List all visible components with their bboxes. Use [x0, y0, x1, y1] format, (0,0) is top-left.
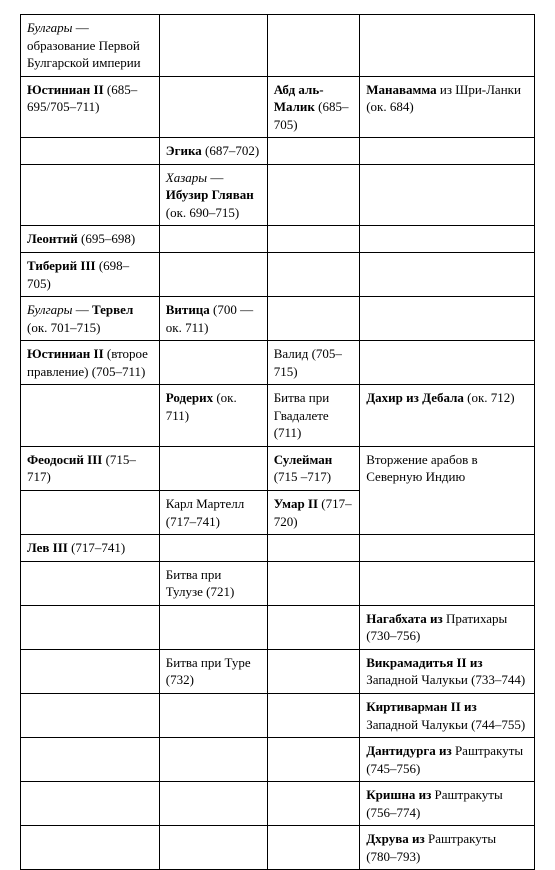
table-cell: Битва при Туре (732) — [159, 649, 267, 693]
table-cell: Дахир из Дебала (ок. 712) — [360, 385, 535, 447]
table-cell: Лев III (717–741) — [21, 535, 160, 562]
table-row: Булгары — образование Первой Булгарской … — [21, 15, 535, 77]
table-row: Битва при Тулузе (721) — [21, 561, 535, 605]
table-cell — [159, 253, 267, 297]
table-cell — [267, 782, 360, 826]
table-cell: Киртиварман II из Западной Чалукьи (744–… — [360, 693, 535, 737]
table-cell: Дхрува из Раштракуты (780–793) — [360, 826, 535, 870]
table-cell: Нагабхата из Пратихары (730–756) — [360, 605, 535, 649]
table-cell — [360, 253, 535, 297]
table-cell — [159, 226, 267, 253]
table-row: Родерих (ок. 711)Битва при Гвадалете (71… — [21, 385, 535, 447]
table-cell — [267, 138, 360, 165]
table-cell: Леонтий (695–698) — [21, 226, 160, 253]
table-cell — [159, 782, 267, 826]
table-cell: Юстиниан II (второе правление) (705–711) — [21, 341, 160, 385]
table-cell — [267, 15, 360, 77]
table-cell: Валид (705–715) — [267, 341, 360, 385]
table-row: Битва при Туре (732) Викрамадитья II из З… — [21, 649, 535, 693]
table-cell: Булгары — Тервел (ок. 701–715) — [21, 297, 160, 341]
table-row: Лев III (717–741) — [21, 535, 535, 562]
history-table: Булгары — образование Первой Булгарской … — [20, 14, 535, 870]
table-row: Леонтий (695–698) — [21, 226, 535, 253]
table-cell: Булгары — образование Первой Булгарской … — [21, 15, 160, 77]
table-cell — [21, 693, 160, 737]
table-cell: Витица (700 — ок. 711) — [159, 297, 267, 341]
table-cell — [159, 738, 267, 782]
table-row: Дантидурга из Раштракуты (745–756) — [21, 738, 535, 782]
table-row: Булгары — Тервел (ок. 701–715)Витица (70… — [21, 297, 535, 341]
table-cell: Тиберий III (698–705) — [21, 253, 160, 297]
table-cell: Манавамма из Шри-Ланки (ок. 684) — [360, 76, 535, 138]
table-cell — [360, 226, 535, 253]
table-row: Дхрува из Раштракуты (780–793) — [21, 826, 535, 870]
table-cell: Дантидурга из Раштракуты (745–756) — [360, 738, 535, 782]
table-cell: Викрамадитья II из Западной Чалукьи (733… — [360, 649, 535, 693]
table-cell — [21, 385, 160, 447]
table-cell — [360, 164, 535, 226]
table-cell — [21, 738, 160, 782]
table-cell: Кришна из Раштракуты (756–774) — [360, 782, 535, 826]
table-cell — [21, 164, 160, 226]
table-row: Киртиварман II из Западной Чалукьи (744–… — [21, 693, 535, 737]
table-cell: Родерих (ок. 711) — [159, 385, 267, 447]
table-cell — [360, 535, 535, 562]
table-cell: Карл Мартелл (717–741) — [159, 491, 267, 535]
table-cell — [267, 164, 360, 226]
table-row: Тиберий III (698–705) — [21, 253, 535, 297]
table-cell — [267, 535, 360, 562]
table-cell: Вторжение арабов в Северную Индию — [360, 446, 535, 534]
table-row: Эгика (687–702) — [21, 138, 535, 165]
table-cell — [159, 605, 267, 649]
table-cell: Битва при Тулузе (721) — [159, 561, 267, 605]
table-cell — [267, 693, 360, 737]
table-cell: Феодосий III (715–717) — [21, 446, 160, 490]
table-cell — [159, 76, 267, 138]
table-cell — [267, 826, 360, 870]
table-cell — [267, 297, 360, 341]
table-cell — [21, 649, 160, 693]
table-cell — [21, 138, 160, 165]
table-cell — [267, 253, 360, 297]
table-cell — [159, 535, 267, 562]
table-cell — [360, 561, 535, 605]
table-cell — [159, 341, 267, 385]
table-row: Юстиниан II (685–695/705–711) Абд аль-Мал… — [21, 76, 535, 138]
table-cell — [267, 738, 360, 782]
table-row: Юстиниан II (второе правление) (705–711)… — [21, 341, 535, 385]
table-cell: Хазары — Ибузир Гляван (ок. 690–715) — [159, 164, 267, 226]
table-cell — [267, 226, 360, 253]
table-cell — [21, 605, 160, 649]
table-cell — [267, 649, 360, 693]
table-cell — [21, 491, 160, 535]
table-row: Хазары — Ибузир Гляван (ок. 690–715) — [21, 164, 535, 226]
table-row: Нагабхата из Пратихары (730–756) — [21, 605, 535, 649]
table-cell — [159, 693, 267, 737]
table-cell — [21, 782, 160, 826]
table-cell — [159, 446, 267, 490]
table-cell: Умар II (717–720) — [267, 491, 360, 535]
table-cell — [159, 15, 267, 77]
table-row: Кришна из Раштракуты (756–774) — [21, 782, 535, 826]
table-cell: Битва при Гвадалете (711) — [267, 385, 360, 447]
table-cell — [159, 826, 267, 870]
table-cell — [360, 15, 535, 77]
table-cell — [360, 138, 535, 165]
table-cell — [267, 561, 360, 605]
table-cell — [21, 561, 160, 605]
history-table-body: Булгары — образование Первой Булгарской … — [21, 15, 535, 870]
table-row: Феодосий III (715–717) Сулейман (715 –717… — [21, 446, 535, 490]
table-cell: Юстиниан II (685–695/705–711) — [21, 76, 160, 138]
page: { "layout": { "cols_pct": [27, 21, 18, 3… — [0, 0, 555, 833]
table-cell: Эгика (687–702) — [159, 138, 267, 165]
table-cell — [360, 297, 535, 341]
table-cell — [360, 341, 535, 385]
table-cell — [267, 605, 360, 649]
table-cell: Сулейман (715 –717) — [267, 446, 360, 490]
table-cell: Абд аль-Малик (685–705) — [267, 76, 360, 138]
table-cell — [21, 826, 160, 870]
